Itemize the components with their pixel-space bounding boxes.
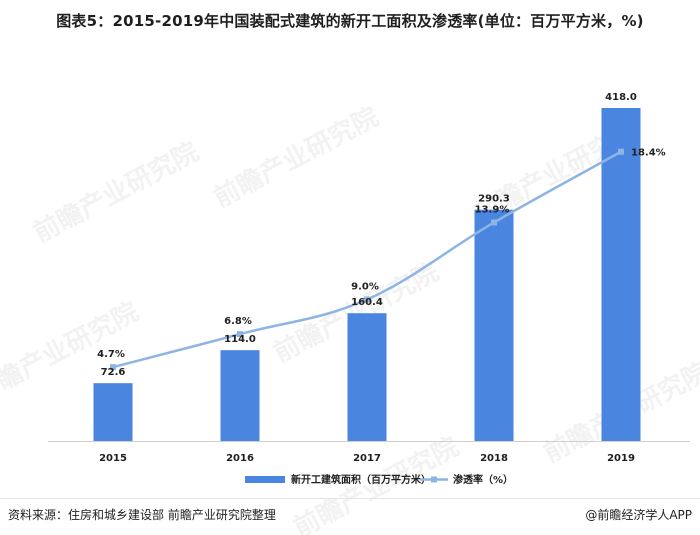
legend-label-rate: 渗透率（%） [453,473,513,486]
brand-credit: @前瞻经济学人APP [585,508,692,522]
bar-2015 [93,383,133,441]
rate-value-label: 6.8% [224,316,252,327]
legend-label-area: 新开工建筑面积（百万平方米） [291,473,431,486]
rate-marker-2018 [491,219,497,226]
rate-marker-2015 [110,364,116,371]
x-tick-label: 2016 [226,453,254,464]
rate-marker-2016 [237,331,243,338]
chart-title: 图表5：2015-2019年中国装配式建筑的新开工面积及渗透率(单位：百万平方米… [56,12,644,30]
x-tick-label: 2015 [99,453,127,464]
source-note: 资料来源：住房和城乡建设部 前瞻产业研究院整理 [8,508,276,522]
legend-swatch-bar [245,476,285,483]
legend-swatch-marker [431,476,437,483]
bar-2016 [220,350,260,441]
rate-value-label: 13.9% [475,204,510,215]
rate-value-label: 4.7% [97,349,125,360]
footer-divider [0,498,700,499]
bar-2018 [474,209,514,441]
x-tick-label: 2017 [353,453,381,464]
x-tick-label: 2019 [607,453,635,464]
bar-value-label: 114.0 [224,334,256,345]
bar-value-label: 72.6 [101,367,126,378]
bar-value-label: 290.3 [478,194,510,205]
bar-value-label: 418.0 [605,92,637,103]
rate-value-label: 9.0% [351,282,379,293]
watermark-text: 前瞻产业研究院 [208,101,383,214]
rate-value-label: 18.4% [631,148,666,159]
bar-value-label: 160.4 [351,297,383,308]
watermark-text: 前瞻产业研究院 [28,136,203,249]
x-tick-label: 2018 [480,453,508,464]
bar-2019 [601,108,641,441]
bar-2017 [347,313,387,441]
rate-marker-2019 [618,148,624,155]
rate-marker-2017 [364,296,370,303]
